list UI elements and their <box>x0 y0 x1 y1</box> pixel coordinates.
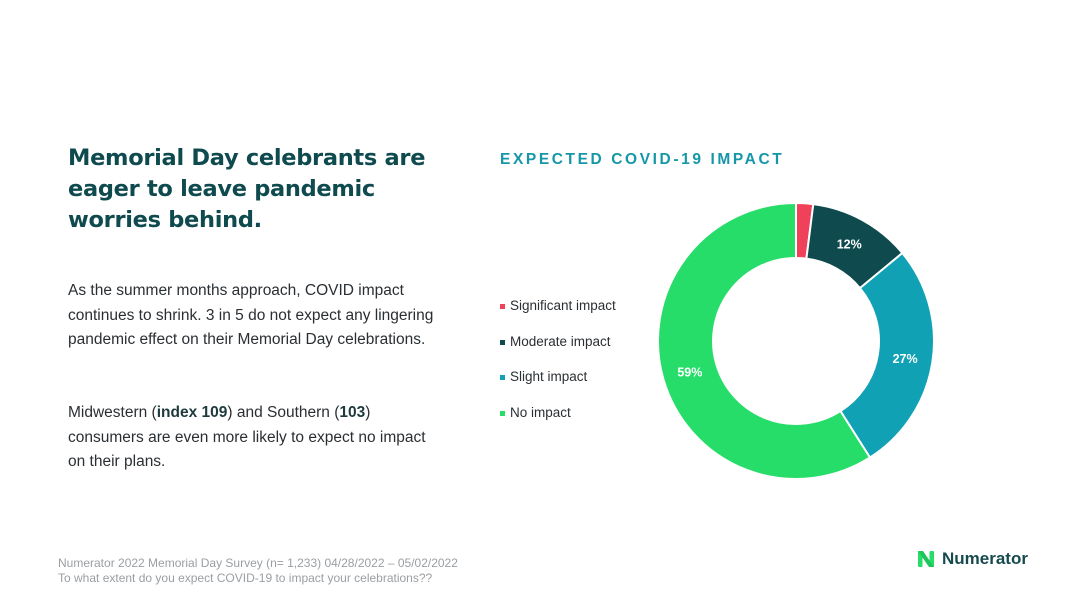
legend-swatch-none <box>500 410 505 416</box>
brand-name: Numerator <box>942 549 1028 568</box>
slice-slight-impact <box>839 251 935 459</box>
legend-label-moderate: Moderate impact <box>510 333 611 349</box>
legend-item-significant: Significant impact <box>500 298 616 334</box>
label-moderate-impact: 12% <box>837 238 862 252</box>
body-paragraph-2: Midwestern (index 109) and Southern (103… <box>68 401 438 475</box>
label-no-impact: 59% <box>677 365 702 379</box>
paragraph-2-bold-2: 103 <box>339 404 366 421</box>
legend-swatch-moderate <box>500 339 505 345</box>
legend-swatch-slight <box>500 375 505 380</box>
paragraph-2-bold-1: index 109 <box>156 404 228 421</box>
chart-legend: Significant impact Moderate impact Sligh… <box>500 298 616 440</box>
legend-label-significant: Significant impact <box>510 298 616 313</box>
legend-swatch-significant <box>500 304 505 309</box>
footnote-source: Numerator 2022 Memorial Day Survey (n= 1… <box>58 556 458 570</box>
legend-item-slight: Slight impact <box>500 369 616 405</box>
footnote-question: To what extent do you expect COVID-19 to… <box>58 571 433 585</box>
paragraph-2-text-1: Midwestern ( <box>68 404 157 421</box>
legend-label-slight: Slight impact <box>510 369 588 384</box>
label-slight-impact: 27% <box>893 352 918 366</box>
headline: Memorial Day celebrants are eager to lea… <box>68 145 426 233</box>
legend-item-none: No impact <box>500 405 616 441</box>
footnote: Numerator 2022 Memorial Day Survey (n= 1… <box>58 556 458 586</box>
legend-item-moderate: Moderate impact <box>500 334 616 370</box>
slice-no-impact <box>657 201 872 480</box>
legend-label-none: No impact <box>510 404 571 420</box>
chart-title: EXPECTED COVID-19 IMPACT <box>500 151 785 168</box>
paragraph-2-text-3: ) consumers are even more likely to expe… <box>68 404 426 470</box>
numerator-logo-icon <box>918 551 934 567</box>
body-paragraph-1: As the summer months approach, COVID imp… <box>68 282 434 348</box>
numerator-logo: Numerator <box>916 549 1028 569</box>
paragraph-2-text-2: ) and Southern ( <box>227 404 340 421</box>
